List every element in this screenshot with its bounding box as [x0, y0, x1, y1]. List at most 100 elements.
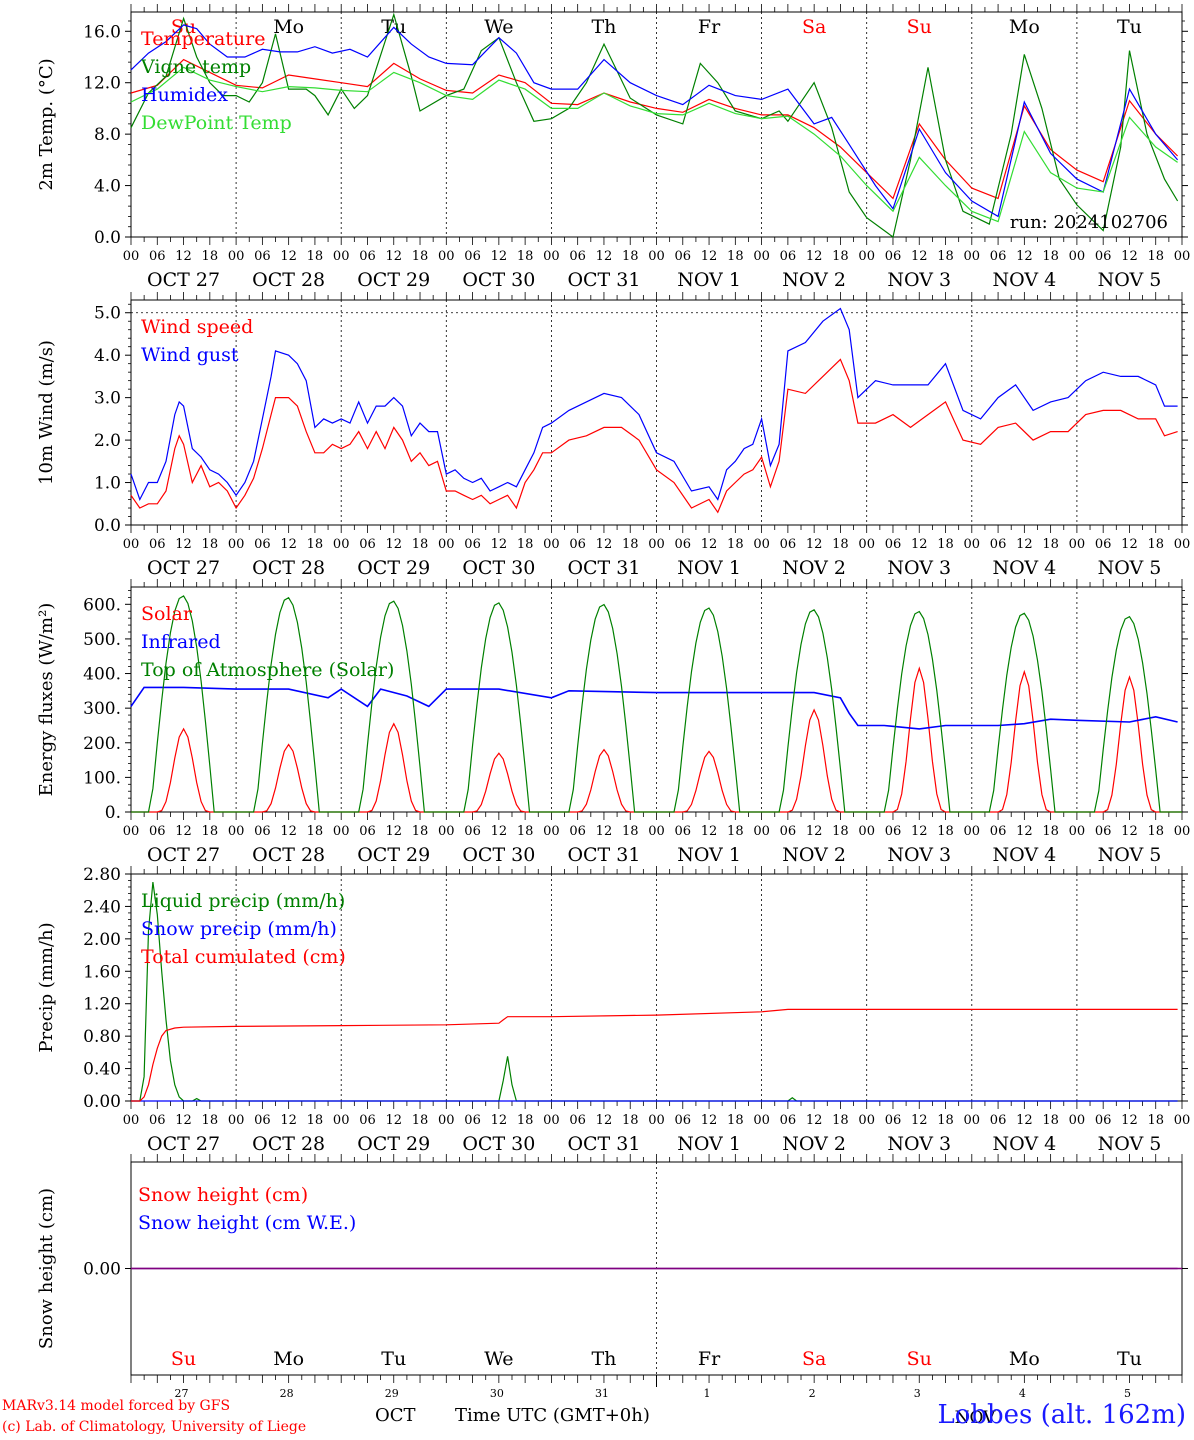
y-tick-label: 2.00	[83, 930, 121, 950]
weekday-label: Fr	[698, 1348, 721, 1370]
y-tick-label: 600.	[83, 595, 121, 615]
hour-tick-label: 18	[1147, 1113, 1164, 1128]
series-line-wind-speed	[130, 358, 1178, 514]
hour-tick-label: 12	[175, 824, 192, 839]
y-tick-label: 8.0	[94, 125, 121, 145]
hour-tick-label: 18	[412, 537, 429, 552]
hour-tick-label: 06	[359, 824, 376, 839]
y-tick-label: 0.40	[83, 1060, 121, 1080]
weekday-label: Fr	[698, 16, 721, 38]
date-label: NOV 5	[1098, 1133, 1162, 1155]
hour-tick-label: 18	[1147, 537, 1164, 552]
date-label: NOV 4	[992, 269, 1056, 291]
hour-tick-label: 06	[569, 824, 586, 839]
hour-tick-label: 18	[727, 1113, 744, 1128]
date-label: NOV 1	[677, 1133, 741, 1155]
weekday-label: Su	[907, 1348, 932, 1370]
hour-tick-label: 06	[149, 537, 166, 552]
panel-4: 0.00 0.40 0.80 1.20 1.60 2.00 2.40 2.80 Precip (…	[36, 865, 1190, 1155]
date-label: NOV 3	[887, 557, 951, 579]
hour-tick-label: 06	[675, 824, 692, 839]
date-label: NOV 5	[1098, 844, 1162, 866]
hour-tick-label: 18	[832, 1113, 849, 1128]
weekday-label: We	[484, 16, 513, 38]
hour-tick-label: 18	[727, 249, 744, 264]
hour-tick-label: 12	[175, 249, 192, 264]
run-label: run: 2024102706	[1010, 212, 1168, 233]
date-label: NOV 5	[1098, 557, 1162, 579]
legend-snow-precip-mm-h: Snow precip (mm/h)	[141, 918, 337, 940]
weekday-label: Su	[907, 16, 932, 38]
hour-tick-label: 12	[911, 249, 928, 264]
hour-tick-label: 12	[491, 249, 508, 264]
hour-tick-label: 00	[648, 1113, 665, 1128]
hour-tick-label: 00	[753, 824, 770, 839]
hour-tick-label: 18	[622, 537, 639, 552]
day-number-label: 29	[385, 1387, 399, 1400]
hour-tick-label: 00	[858, 537, 875, 552]
weekday-label: Tu	[381, 1348, 406, 1370]
hour-tick-label: 06	[675, 1113, 692, 1128]
date-label: OCT 31	[567, 269, 640, 291]
date-label: NOV 2	[782, 1133, 846, 1155]
date-label: NOV 2	[782, 557, 846, 579]
station-label: Lobbes (alt. 162m)	[937, 1400, 1186, 1430]
hour-tick-label: 12	[701, 249, 718, 264]
hour-tick-label: 06	[675, 537, 692, 552]
legend-snow-height-cm: Snow height (cm)	[138, 1184, 308, 1206]
hour-tick-label: 00	[964, 249, 981, 264]
date-label: NOV 1	[677, 269, 741, 291]
hour-tick-label: 00	[543, 1113, 560, 1128]
y-tick-label: 400.	[83, 665, 121, 685]
day-number-label: 31	[595, 1387, 609, 1400]
y-tick-label: 0.00	[83, 1260, 121, 1280]
hour-tick-label: 12	[806, 1113, 823, 1128]
hour-tick-label: 06	[464, 1113, 481, 1128]
legend-humidex: Humidex	[141, 84, 228, 106]
y-axis-label: Snow height (cm)	[36, 1188, 57, 1349]
date-label: OCT 31	[567, 557, 640, 579]
weekday-label: Mo	[273, 16, 304, 38]
weekday-label: Tu	[1117, 1348, 1142, 1370]
hour-tick-label: 12	[701, 1113, 718, 1128]
hour-tick-label: 12	[1016, 249, 1033, 264]
weekday-label: Mo	[1009, 1348, 1040, 1370]
y-axis-label: 2m Temp. (°C)	[36, 58, 57, 190]
hour-tick-label: 06	[359, 249, 376, 264]
hour-tick-label: 00	[964, 537, 981, 552]
month-nov-label: NOV	[955, 1408, 997, 1428]
hour-tick-label: 18	[937, 537, 954, 552]
hour-tick-label: 18	[937, 824, 954, 839]
hour-tick-label: 00	[438, 824, 455, 839]
hour-tick-label: 00	[858, 249, 875, 264]
hour-tick-label: 18	[937, 1113, 954, 1128]
date-label: OCT 30	[462, 1133, 535, 1155]
y-tick-label: 0.0	[94, 228, 121, 248]
hour-tick-label: 00	[333, 249, 350, 264]
date-label: OCT 27	[147, 844, 220, 866]
date-label: NOV 4	[992, 557, 1056, 579]
hour-tick-label: 18	[307, 537, 324, 552]
hour-tick-label: 00	[228, 1113, 245, 1128]
hour-tick-label: 18	[307, 249, 324, 264]
date-label: NOV 4	[992, 1133, 1056, 1155]
weekday-label: Th	[591, 1348, 616, 1370]
hour-tick-label: 12	[385, 249, 402, 264]
hour-tick-label: 06	[780, 1113, 797, 1128]
hour-tick-label: 06	[885, 249, 902, 264]
date-label: OCT 31	[567, 844, 640, 866]
hour-tick-label: 06	[885, 537, 902, 552]
hour-tick-label: 00	[1069, 1113, 1086, 1128]
y-axis-label: Precip (mm/h)	[36, 922, 57, 1052]
hour-tick-label: 12	[911, 824, 928, 839]
hour-tick-label: 06	[780, 537, 797, 552]
hour-tick-label: 00	[1174, 824, 1191, 839]
hour-tick-label: 18	[517, 537, 534, 552]
hour-tick-label: 06	[149, 249, 166, 264]
hour-tick-label: 18	[622, 249, 639, 264]
hour-tick-label: 00	[964, 1113, 981, 1128]
hour-tick-label: 12	[596, 537, 613, 552]
hour-tick-label: 18	[412, 249, 429, 264]
weekday-label: Tu	[1117, 16, 1142, 38]
legend-temperature: Temperature	[141, 28, 265, 50]
